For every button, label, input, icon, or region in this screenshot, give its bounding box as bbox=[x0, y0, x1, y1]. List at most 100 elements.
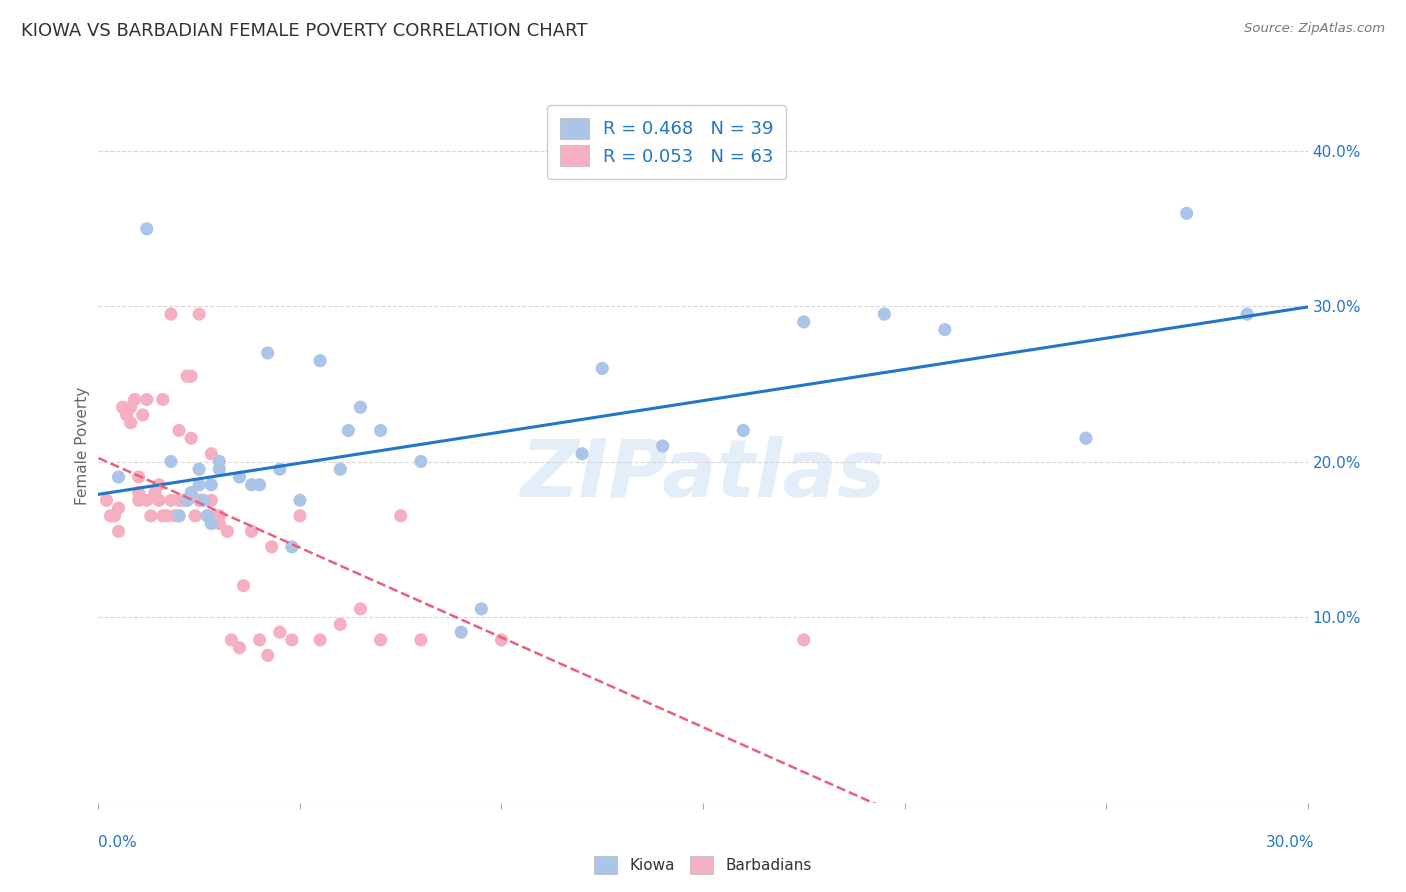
Point bbox=[176, 369, 198, 384]
Point bbox=[793, 315, 815, 329]
Point bbox=[571, 447, 593, 461]
Point bbox=[132, 408, 155, 422]
Point bbox=[100, 508, 122, 523]
Point bbox=[288, 493, 311, 508]
Point bbox=[152, 392, 174, 407]
Point bbox=[793, 632, 815, 647]
Point bbox=[204, 508, 226, 523]
Point bbox=[120, 401, 142, 415]
Point bbox=[873, 307, 896, 321]
Point bbox=[208, 454, 231, 468]
Point bbox=[180, 369, 202, 384]
Point bbox=[200, 516, 222, 531]
Legend: Kiowa, Barbadians: Kiowa, Barbadians bbox=[588, 850, 818, 880]
Point bbox=[195, 508, 218, 523]
Point bbox=[107, 501, 129, 516]
Point bbox=[135, 392, 157, 407]
Point bbox=[470, 602, 492, 616]
Point bbox=[128, 493, 150, 508]
Text: 0.0%: 0.0% bbox=[98, 836, 138, 850]
Point bbox=[160, 493, 183, 508]
Text: 30.0%: 30.0% bbox=[1267, 836, 1315, 850]
Point bbox=[200, 477, 222, 491]
Point bbox=[221, 632, 243, 647]
Point bbox=[167, 508, 190, 523]
Point bbox=[329, 462, 352, 476]
Point bbox=[176, 493, 198, 508]
Point bbox=[167, 424, 190, 438]
Point bbox=[152, 508, 174, 523]
Point bbox=[217, 524, 239, 539]
Point bbox=[934, 323, 956, 337]
Point bbox=[269, 625, 291, 640]
Point bbox=[167, 508, 190, 523]
Point bbox=[115, 408, 138, 422]
Point bbox=[269, 462, 291, 476]
Point bbox=[135, 222, 157, 236]
Point bbox=[160, 307, 183, 321]
Text: KIOWA VS BARBADIAN FEMALE POVERTY CORRELATION CHART: KIOWA VS BARBADIAN FEMALE POVERTY CORREL… bbox=[21, 22, 588, 40]
Point bbox=[370, 424, 392, 438]
Point bbox=[409, 454, 432, 468]
Point bbox=[329, 617, 352, 632]
Y-axis label: Female Poverty: Female Poverty bbox=[75, 387, 90, 505]
Point bbox=[124, 392, 146, 407]
Point bbox=[240, 477, 263, 491]
Point bbox=[228, 640, 250, 655]
Point bbox=[249, 477, 271, 491]
Point bbox=[309, 632, 332, 647]
Point bbox=[120, 416, 142, 430]
Point bbox=[193, 493, 215, 508]
Text: ZIPatlas: ZIPatlas bbox=[520, 435, 886, 514]
Point bbox=[107, 524, 129, 539]
Point bbox=[176, 493, 198, 508]
Point bbox=[733, 424, 755, 438]
Point bbox=[107, 470, 129, 484]
Point bbox=[208, 508, 231, 523]
Point bbox=[180, 431, 202, 445]
Point bbox=[409, 632, 432, 647]
Point bbox=[200, 447, 222, 461]
Point bbox=[232, 579, 254, 593]
Point bbox=[148, 493, 170, 508]
Point bbox=[256, 346, 278, 360]
Point bbox=[188, 477, 211, 491]
Point bbox=[193, 493, 215, 508]
Point bbox=[389, 508, 412, 523]
Point bbox=[337, 424, 360, 438]
Point bbox=[240, 524, 263, 539]
Point bbox=[156, 508, 179, 523]
Point bbox=[143, 485, 166, 500]
Point bbox=[349, 401, 371, 415]
Point bbox=[256, 648, 278, 663]
Point bbox=[148, 477, 170, 491]
Point bbox=[260, 540, 283, 554]
Point bbox=[349, 602, 371, 616]
Point bbox=[128, 470, 150, 484]
Point bbox=[195, 508, 218, 523]
Point bbox=[208, 462, 231, 476]
Point bbox=[172, 493, 194, 508]
Point bbox=[1236, 307, 1258, 321]
Point bbox=[96, 493, 118, 508]
Point bbox=[249, 632, 271, 647]
Point bbox=[180, 485, 202, 500]
Point bbox=[228, 470, 250, 484]
Point bbox=[281, 540, 304, 554]
Point bbox=[111, 401, 134, 415]
Point bbox=[370, 632, 392, 647]
Point bbox=[591, 361, 613, 376]
Point bbox=[188, 307, 211, 321]
Point bbox=[167, 493, 190, 508]
Point bbox=[128, 485, 150, 500]
Text: Source: ZipAtlas.com: Source: ZipAtlas.com bbox=[1244, 22, 1385, 36]
Point bbox=[309, 353, 332, 368]
Point bbox=[208, 516, 231, 531]
Point bbox=[188, 493, 211, 508]
Point bbox=[450, 625, 472, 640]
Point bbox=[184, 508, 207, 523]
Point bbox=[135, 493, 157, 508]
Point bbox=[188, 462, 211, 476]
Legend: R = 0.468   N = 39, R = 0.053   N = 63: R = 0.468 N = 39, R = 0.053 N = 63 bbox=[547, 105, 786, 178]
Point bbox=[288, 508, 311, 523]
